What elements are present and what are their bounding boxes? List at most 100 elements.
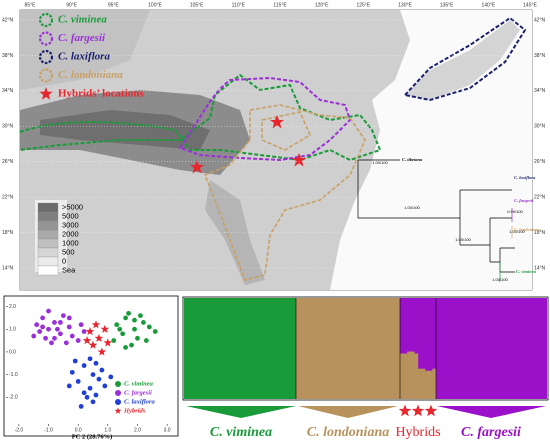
tree-support: 1.00/100: [455, 237, 471, 242]
scatter-point: [40, 324, 46, 330]
scatter-point: [69, 369, 75, 375]
elevation-label: 1000: [62, 238, 79, 247]
elevation-label: 2000: [62, 229, 79, 238]
scatter-point: [34, 322, 40, 328]
elevation-label: Sea: [62, 265, 76, 274]
tree-leaf: C. viminea: [516, 269, 537, 274]
tree-leaf: C. laxiflora: [514, 175, 536, 180]
legend-marker: [115, 381, 121, 387]
scatter-point: [81, 329, 87, 334]
scatter-point: [40, 315, 46, 321]
admixture-bar: [432, 368, 437, 399]
legend-label: C. viminea: [124, 380, 154, 387]
lon-label: 130°E: [398, 2, 412, 8]
legend-label: C. laxiflora: [58, 51, 110, 63]
elevation-swatch: [37, 202, 59, 213]
legend-label: C. fargesii: [124, 389, 152, 396]
scatter-point: [55, 326, 60, 332]
scatter-point: [46, 308, 51, 314]
scatter-point: [84, 394, 90, 400]
admixture-bar: [400, 353, 404, 399]
hybrid-star: [424, 404, 438, 417]
lat-label: 18°N: [534, 230, 546, 236]
lat-label: 38°N: [2, 53, 14, 59]
x-tick-label: -2.0: [15, 427, 24, 433]
legend-label: Hybrids’ locations: [58, 88, 144, 100]
x-tick-label: -1.0: [44, 427, 53, 433]
admixture-bar: [428, 370, 433, 399]
lat-label: 38°N: [534, 53, 546, 59]
elevation-label: 3000: [62, 220, 79, 229]
lat-label: 14°N: [534, 265, 546, 271]
lat-label: 26°N: [2, 159, 14, 165]
lat-label: 22°N: [2, 194, 14, 200]
scatter-point: [57, 331, 63, 337]
scatter-point: [126, 310, 131, 316]
scatter-point: [78, 403, 84, 409]
legend-label: C. laxiflora: [124, 398, 155, 405]
scatter-point: [97, 347, 107, 356]
lon-label: 110°E: [232, 2, 246, 8]
scatter-point: [117, 326, 123, 332]
scatter-point: [63, 340, 69, 346]
scatter-point: [152, 329, 158, 334]
legend-ring: [38, 68, 54, 83]
legend-marker: [114, 407, 122, 414]
scatter-point: [52, 335, 57, 341]
group-arrow: [186, 406, 296, 418]
lat-label: 22°N: [534, 194, 546, 200]
lon-label: 120°E: [315, 2, 329, 8]
admixture-bar: [407, 351, 411, 399]
lat-label: 30°N: [534, 124, 546, 130]
scatter-point: [100, 324, 110, 333]
legend-ring: [38, 12, 54, 28]
legend-ring: [38, 31, 54, 46]
scatter-point: [82, 336, 92, 345]
elevation-label: 5000: [62, 211, 79, 220]
scatter-point: [43, 335, 48, 341]
legend-ring: [38, 49, 54, 65]
lat-label: 34°N: [534, 88, 546, 94]
scatter-point: [60, 313, 66, 319]
scatter-point: [135, 335, 140, 341]
legend-label: C. viminea: [58, 14, 107, 26]
lon-label: 135°E: [440, 2, 454, 8]
scatter-point: [88, 340, 98, 349]
pca-frame: [3, 295, 179, 437]
elevation-label: >5000: [62, 202, 83, 211]
hybrid-star: [398, 404, 412, 417]
group-label: C. londoniana: [307, 425, 389, 440]
scatter-point: [140, 320, 146, 325]
elevation-label: 0: [62, 256, 66, 265]
y-tick-label: 2.0: [9, 304, 16, 310]
lon-label: 115°E: [273, 2, 287, 8]
scatter-point: [66, 383, 72, 389]
y-tick-label: -2.0: [9, 395, 18, 401]
scatter-point: [37, 329, 43, 334]
tree-support: 1.00/100: [492, 277, 508, 282]
lon-label: 105°E: [190, 2, 204, 8]
elevation-swatch: [37, 211, 59, 222]
scatter-point: [91, 320, 101, 329]
lon-label: 90°E: [66, 2, 78, 8]
tree-support: 1.00/100: [404, 205, 420, 210]
elevation-swatch: [37, 229, 59, 240]
structure-block: [436, 298, 547, 399]
x-tick-label: 2.0: [134, 427, 141, 433]
scatter-point: [69, 333, 75, 339]
x-tick-label: 0.0: [75, 427, 82, 433]
tree-support: 1.00/100: [509, 229, 525, 234]
lat-label: 34°N: [2, 88, 14, 94]
scatter-point: [57, 320, 63, 325]
elevation-swatch: [37, 256, 59, 267]
scatter-point: [66, 324, 72, 330]
scatter-point: [111, 338, 117, 343]
scatter-point: [94, 333, 104, 342]
legend-label: C. fargesii: [58, 32, 106, 44]
hybrid-stars: [190, 115, 306, 174]
legend-marker: [115, 390, 121, 396]
lat-label: 14°N: [2, 265, 14, 271]
scatter-point: [120, 331, 126, 337]
scatter-point: [108, 374, 114, 380]
